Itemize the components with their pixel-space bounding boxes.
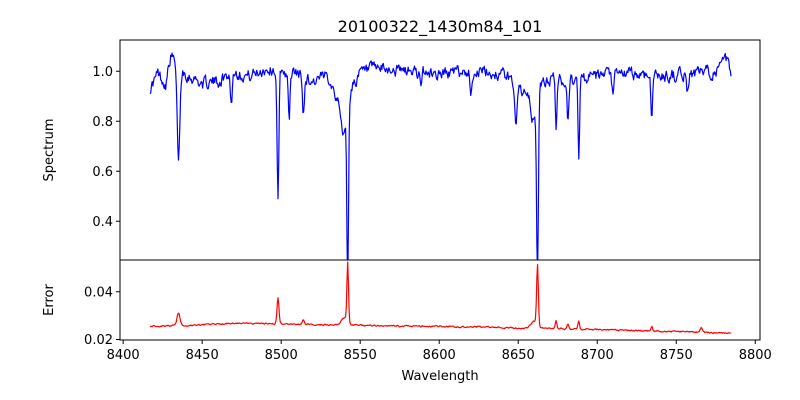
y-tick-label: 1.0 [92,65,113,80]
x-tick-label: 8650 [502,348,535,363]
x-tick-label: 8600 [423,348,456,363]
x-tick-label: 8750 [660,348,693,363]
x-tick-label: 8400 [107,348,140,363]
error-y-ticks: 0.02 0.04 [84,285,120,348]
spectrum-panel: 0.4 0.6 0.8 1.0 Spectrum [42,39,761,295]
y-tick-label: 0.8 [92,115,113,130]
y-tick-label: 0.02 [84,333,113,348]
x-tick-label: 8550 [344,348,377,363]
x-axis-ticks: 8400 8450 8500 8550 8600 8650 8700 8750 8800 [107,340,772,363]
y-tick-label: 0.6 [92,165,113,180]
error-series-line [149,261,732,335]
chart-title: 20100322_1430m84_101 [338,17,543,37]
y-tick-label: 0.04 [84,285,113,300]
error-panel: 0.02 0.04 Error [42,259,761,348]
spectrum-y-ticks: 0.4 0.6 0.8 1.0 [92,65,120,230]
x-tick-label: 8450 [186,348,219,363]
y-tick-label: 0.4 [92,215,113,230]
error-panel-border [119,259,761,341]
spectrum-y-axis-label: Spectrum [42,119,57,182]
error-y-axis-label: Error [42,284,57,316]
x-tick-label: 8500 [265,348,298,363]
x-tick-label: 8800 [739,348,772,363]
error-panel-frame [120,260,760,340]
x-tick-label: 8700 [581,348,614,363]
x-axis-label: Wavelength [401,369,478,384]
spectrum-series-line [149,52,732,295]
